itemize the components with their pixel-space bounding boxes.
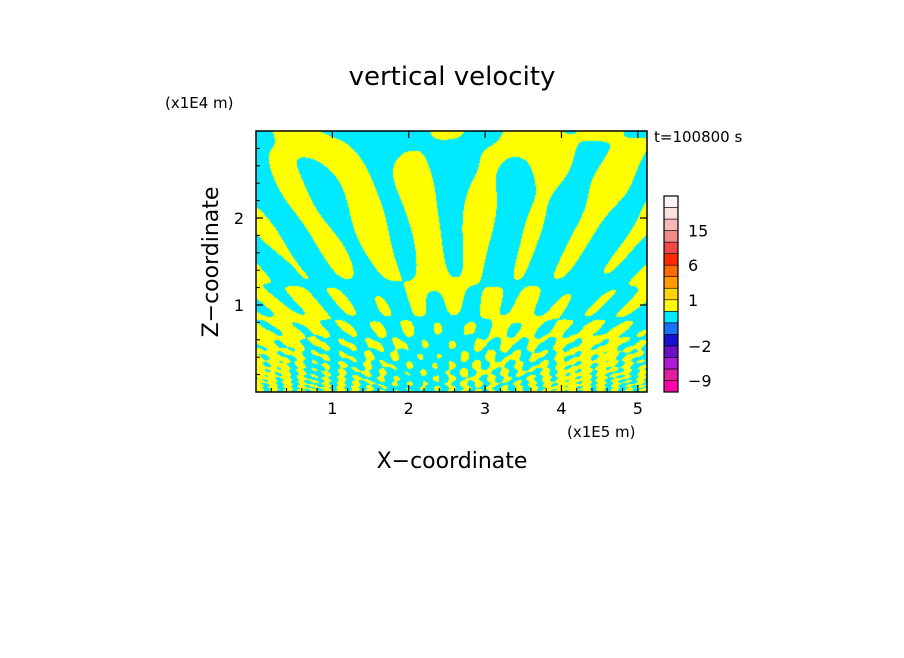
colorbar-segment xyxy=(663,218,679,231)
y-ticks: 12 xyxy=(234,147,647,376)
colorbar-segment xyxy=(663,264,679,278)
colorbar-segment xyxy=(663,357,679,370)
colorbar-segment xyxy=(663,241,679,254)
y-tick-label: 2 xyxy=(234,209,244,228)
colorbar-segment xyxy=(663,253,679,266)
velocity-field xyxy=(256,131,647,392)
chart-title: vertical velocity xyxy=(349,62,556,92)
colorbar-segment xyxy=(663,345,679,358)
y-axis-label: Z−coordinate xyxy=(199,187,224,338)
x-tick-label: 1 xyxy=(327,399,337,418)
colorbar-segment xyxy=(663,287,679,301)
colorbar-frame xyxy=(663,195,679,393)
colorbar-tick-label: −2 xyxy=(688,337,712,356)
colorbar-tick-label: 1 xyxy=(688,291,698,310)
velocity-field-image xyxy=(256,131,647,392)
x-tick-label: 5 xyxy=(633,399,643,418)
x-axis-label: X−coordinate xyxy=(377,449,528,474)
colorbar-segment xyxy=(663,276,679,289)
colorbar: 15 6 1 −2 −9 xyxy=(663,195,712,393)
colorbar-segment xyxy=(663,322,679,335)
x-tick-label: 2 xyxy=(404,399,414,418)
x-tick-label: 3 xyxy=(480,399,490,418)
colorbar-tick-label: −9 xyxy=(688,371,712,390)
x-unit-label: (x1E5 m) xyxy=(567,423,636,441)
x-ticks: 1 2 3 4 5 xyxy=(270,131,643,418)
colorbar-segment xyxy=(663,230,679,243)
x-tick-label: 4 xyxy=(556,399,566,418)
colorbar-tick-label: 6 xyxy=(688,256,698,275)
colorbar-segment xyxy=(663,368,679,381)
y-unit-label: (x1E4 m) xyxy=(165,94,234,112)
time-label: t=100800 s xyxy=(654,128,742,146)
plot-frame xyxy=(255,130,648,393)
colorbar-segment xyxy=(663,334,679,347)
colorbar-tick-label: 15 xyxy=(688,222,708,241)
colorbar-segment xyxy=(663,310,679,324)
colorbar-segment xyxy=(663,207,679,220)
y-tick-label: 1 xyxy=(234,296,244,315)
colorbar-segment xyxy=(663,380,679,393)
colorbar-segment xyxy=(663,299,679,312)
colorbar-segment xyxy=(663,195,679,208)
